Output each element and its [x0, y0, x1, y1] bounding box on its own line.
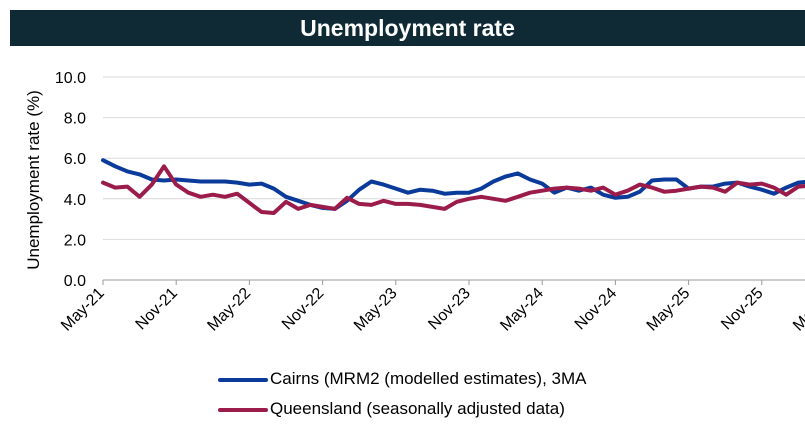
series-lines — [103, 160, 805, 213]
legend-item-queensland: Queensland (seasonally adjusted data) — [218, 399, 565, 419]
x-tick-label: May-24 — [497, 285, 547, 335]
y-tick-label: 6.0 — [64, 151, 86, 168]
legend-swatch-cairns — [218, 378, 268, 382]
x-tick-label: May-22 — [204, 285, 254, 335]
series-line-queensland — [103, 166, 805, 213]
x-tick-labels: May-21 Nov-21 May-22 Nov-22 May-23 Nov-23 May-… — [58, 280, 805, 335]
y-tick-label: 0.0 — [64, 273, 86, 290]
x-tick-label: May-26 — [790, 285, 805, 335]
y-tick-label: 2.0 — [64, 232, 86, 249]
y-tick-label: 8.0 — [64, 111, 86, 128]
y-axis-label: Unemployment rate (%) — [24, 90, 43, 270]
y-tick-label: 4.0 — [64, 192, 86, 209]
x-tick-label: Nov-23 — [425, 285, 474, 334]
legend-label-cairns: Cairns (MRM2 (modelled estimates), 3MA — [270, 369, 586, 388]
x-tick-label: May-25 — [644, 285, 694, 335]
x-tick-label: Nov-25 — [718, 285, 767, 334]
y-tick-labels: 0.0 2.0 4.0 6.0 8.0 10.0 — [55, 70, 86, 290]
x-tick-label: Nov-21 — [133, 285, 182, 334]
x-tick-label: May-21 — [58, 285, 108, 335]
y-tick-label: 10.0 — [55, 70, 86, 87]
x-tick-label: May-23 — [351, 285, 401, 335]
x-tick-label: Nov-24 — [572, 285, 621, 334]
legend-label-queensland: Queensland (seasonally adjusted data) — [270, 399, 565, 418]
legend-item-cairns: Cairns (MRM2 (modelled estimates), 3MA — [218, 369, 586, 389]
gridlines — [103, 77, 805, 280]
x-tick-label: Nov-22 — [279, 285, 328, 334]
legend-swatch-queensland — [218, 408, 268, 412]
